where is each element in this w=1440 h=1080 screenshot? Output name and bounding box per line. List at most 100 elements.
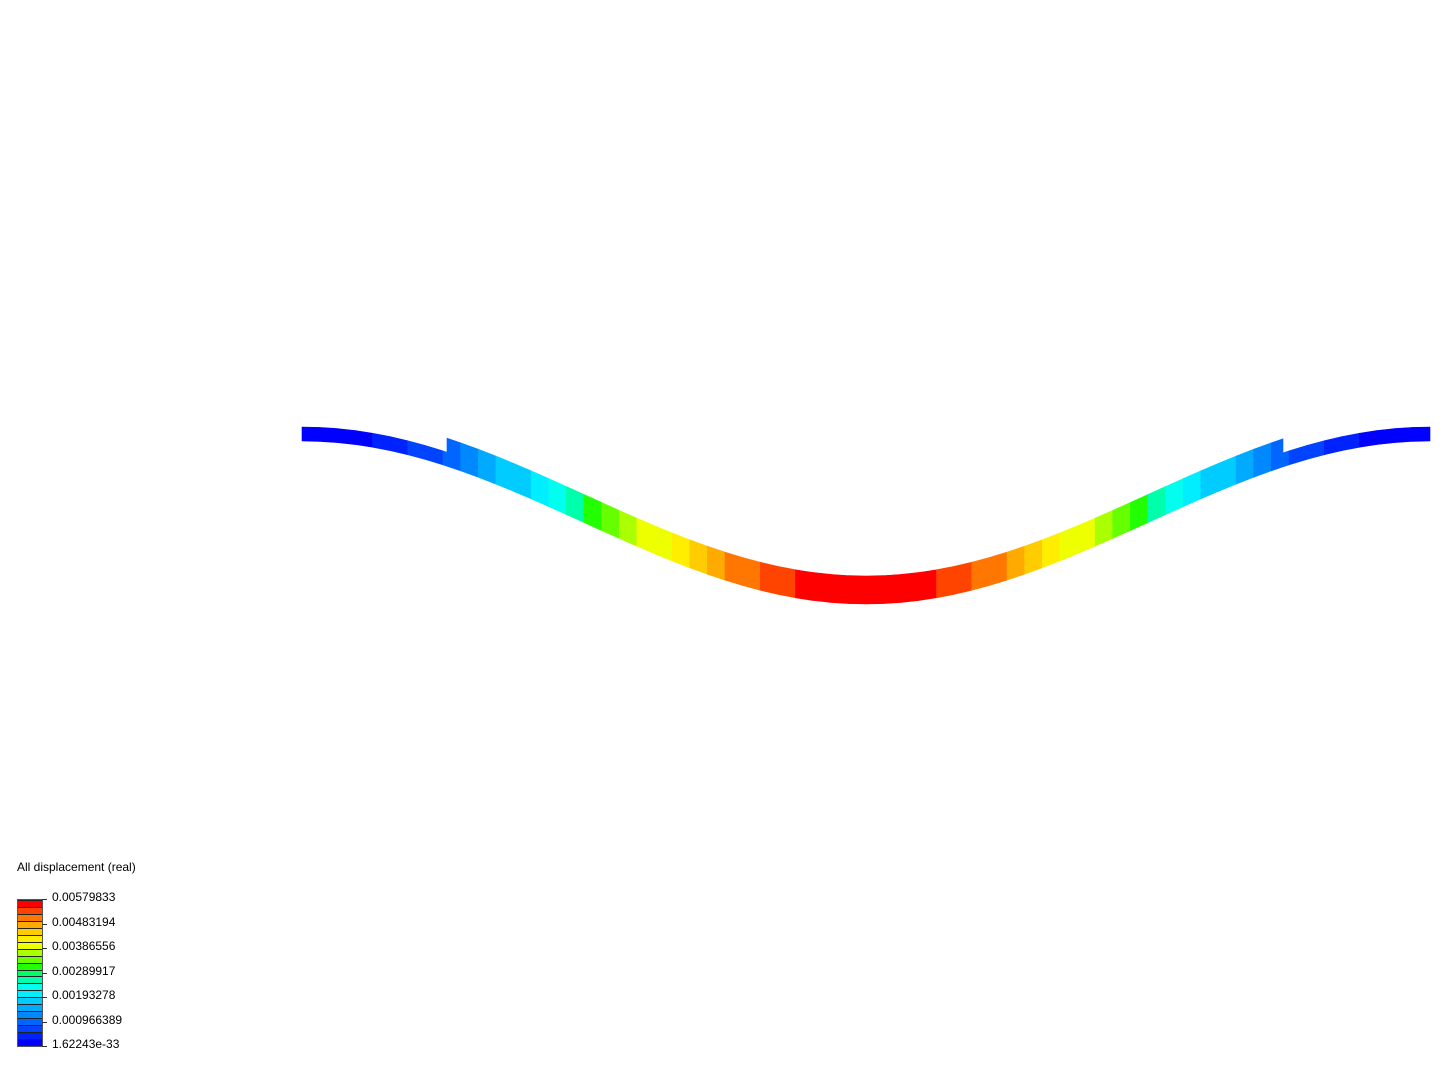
beam-element xyxy=(336,428,356,445)
beam-element xyxy=(1394,427,1413,443)
beam-element xyxy=(1182,470,1202,508)
legend-band xyxy=(18,1004,42,1012)
beam-element xyxy=(724,551,743,586)
legend-tick-mark xyxy=(42,972,47,974)
legend-band xyxy=(18,962,42,970)
color-scale-bar xyxy=(17,899,43,1047)
beam-element xyxy=(830,574,849,604)
beam-element xyxy=(1288,445,1307,466)
beam-element xyxy=(477,448,497,485)
beam-element xyxy=(1271,438,1284,472)
beam-element xyxy=(777,566,796,599)
legend-band xyxy=(18,990,42,998)
beam-element xyxy=(1112,502,1131,539)
beam-element xyxy=(1218,455,1237,492)
beam-element xyxy=(446,437,461,472)
beam-element xyxy=(689,539,708,575)
beam-element xyxy=(953,561,973,595)
legend-band xyxy=(18,1018,42,1026)
legend-tick-mark xyxy=(42,997,47,998)
beam-element xyxy=(742,557,761,591)
beam-element xyxy=(1006,545,1025,581)
legend-band xyxy=(18,1025,42,1033)
beam-element xyxy=(1165,478,1184,515)
beam-element xyxy=(848,575,867,605)
beam-element xyxy=(936,566,955,599)
legend-tick-label: 0.00579833 xyxy=(52,890,116,904)
beam-element xyxy=(636,517,655,555)
beam-element xyxy=(319,427,338,443)
beam-element xyxy=(548,478,567,515)
legend-tick-mark xyxy=(42,923,47,925)
beam-element xyxy=(1024,539,1043,575)
beam-element xyxy=(354,430,373,448)
beam-element xyxy=(795,569,814,601)
beam-element xyxy=(1094,509,1114,547)
beam-element xyxy=(883,574,902,604)
beam-element xyxy=(566,486,585,523)
legend-band xyxy=(18,941,42,949)
beam-element xyxy=(389,436,409,456)
beam-element xyxy=(1130,494,1149,531)
beam-element xyxy=(1253,442,1272,478)
legend-tick-label: 0.00483194 xyxy=(52,914,116,929)
beam-element xyxy=(442,450,448,467)
legend-title: All displacement (real) xyxy=(17,860,136,874)
legend-tick-label: 0.00289917 xyxy=(52,963,116,978)
beam-element xyxy=(1147,486,1166,523)
beam-element xyxy=(918,569,937,601)
legend-tick-label: 0.000966389 xyxy=(52,1012,123,1027)
legend-band xyxy=(18,997,42,1005)
legend-band xyxy=(18,1011,42,1019)
legend-band xyxy=(18,1032,42,1040)
beam-element xyxy=(1359,430,1378,448)
legend-tick-mark xyxy=(42,1021,47,1023)
legend-tick-label: 0.00386556 xyxy=(52,939,116,953)
beam-element xyxy=(1041,532,1061,569)
legend-tick-mark xyxy=(42,1046,47,1047)
beam-element xyxy=(407,440,426,460)
beam-element xyxy=(971,557,990,591)
legend-band xyxy=(18,913,42,921)
beam-element xyxy=(654,525,673,562)
beam-element xyxy=(530,470,550,508)
legend-band xyxy=(18,1039,42,1046)
beam-element xyxy=(513,462,532,500)
legend-tick-mark xyxy=(42,948,47,949)
beam-element xyxy=(1077,517,1096,555)
beam-element xyxy=(1412,426,1431,442)
beam-element xyxy=(865,575,884,605)
legend-band xyxy=(18,906,42,914)
legend-tick-label: 0.00193278 xyxy=(52,988,116,1002)
legend-band xyxy=(18,976,42,984)
beam-element xyxy=(812,572,832,603)
beam-element xyxy=(1306,440,1325,460)
legend-band xyxy=(18,969,42,977)
beam-element xyxy=(301,426,320,442)
beam-element xyxy=(900,572,920,603)
beam-element xyxy=(495,455,514,492)
legend-band xyxy=(18,983,42,991)
beam-element xyxy=(1235,448,1255,485)
beam-element xyxy=(1200,462,1219,500)
beam-element xyxy=(1323,436,1343,456)
legend-band xyxy=(18,899,42,907)
legend-band xyxy=(18,955,42,963)
beam-element xyxy=(1059,525,1078,562)
legend-tick-label: 1.62243e-33 xyxy=(52,1037,120,1051)
beam-element xyxy=(372,432,391,451)
beam-element xyxy=(425,445,444,466)
legend-band xyxy=(18,927,42,935)
legend-tick-mark xyxy=(42,899,47,900)
beam-element xyxy=(707,545,726,581)
beam-element xyxy=(460,442,479,478)
beam-element xyxy=(989,551,1008,586)
beam-element xyxy=(671,532,691,569)
beam-element xyxy=(1376,428,1396,445)
legend-band xyxy=(18,948,42,956)
beam-element xyxy=(759,561,779,595)
legend-band xyxy=(18,934,42,942)
beam-element xyxy=(601,502,620,539)
beam-element xyxy=(1282,450,1290,468)
